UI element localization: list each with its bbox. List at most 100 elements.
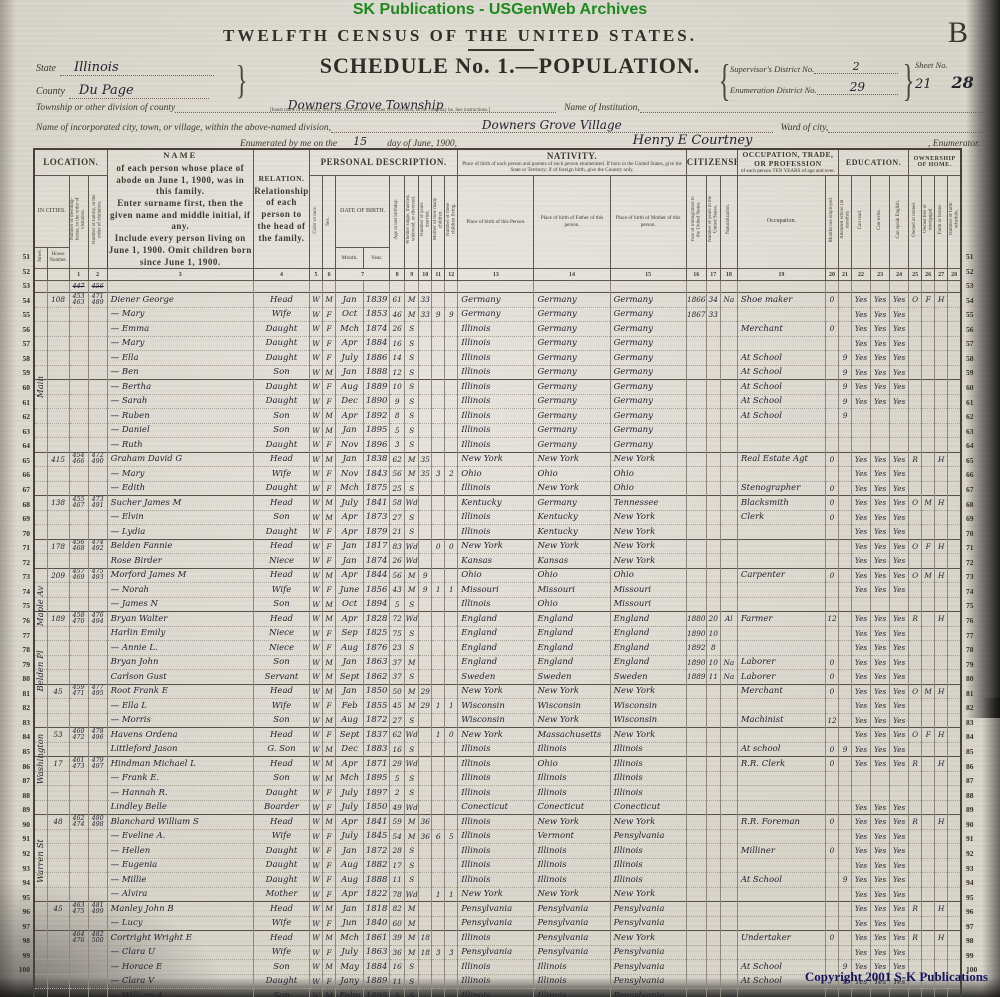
cell-unemp xyxy=(824,553,840,569)
header-pob-mother: Place of birth of Mother of this person. xyxy=(609,174,687,270)
cell-nat xyxy=(719,872,738,888)
cell-marital: S xyxy=(404,669,420,685)
cell-bmonth: July xyxy=(335,799,365,815)
cell-sex: M xyxy=(322,683,337,699)
cell-own xyxy=(908,872,923,888)
cell-street xyxy=(33,843,48,859)
census-row: 189 458 470 476 494 Bryan Walter Head W M Apr 18… xyxy=(33,611,962,627)
cell-imm xyxy=(685,785,707,801)
cell-marital: S xyxy=(404,741,420,757)
school-label: Attended school (in months). xyxy=(839,199,851,240)
cell-own xyxy=(908,785,923,801)
cell-read: Yes xyxy=(851,582,872,598)
cell-name: — Frank E. xyxy=(106,770,254,786)
row-number: 55 xyxy=(966,310,974,320)
cell-race: W xyxy=(309,350,324,366)
cell-yrsus xyxy=(705,393,721,409)
cell-bmonth: July xyxy=(335,944,365,960)
cell-read: Yes xyxy=(851,872,872,888)
cell-house: 178 xyxy=(46,538,70,554)
cell-mother xyxy=(431,393,446,409)
cell-marital: M xyxy=(404,814,420,830)
cell-mort xyxy=(921,553,936,569)
cell-mother xyxy=(431,669,446,685)
cell-occ xyxy=(736,422,827,438)
cell-mother xyxy=(431,321,446,337)
cell-house xyxy=(46,654,70,670)
cell-dwell: 454 466 xyxy=(68,451,89,467)
cell-name: — Eveline A. xyxy=(106,828,254,844)
cell-bmonth: Jan xyxy=(335,553,365,569)
cell-sched xyxy=(947,611,962,627)
naturalization-label: Naturalization. xyxy=(726,204,732,235)
cell-write: Yes xyxy=(870,712,891,728)
column-number-11: 11 xyxy=(431,268,446,282)
cell-sex: F xyxy=(322,857,337,873)
row-number: 83 xyxy=(22,717,31,727)
census-title: TWELFTH CENSUS OF THE UNITED STATES. xyxy=(223,26,697,45)
cell-living xyxy=(444,625,459,641)
cell-sched xyxy=(947,640,962,656)
cell-house xyxy=(46,886,70,902)
cell-house xyxy=(46,843,70,859)
cell-name: — Morris xyxy=(106,712,254,728)
cell-age: 37 xyxy=(389,654,406,670)
row-number: 70 xyxy=(966,528,974,538)
cell-street xyxy=(33,814,48,830)
cell-living xyxy=(444,640,459,656)
cell-read: Yes xyxy=(851,930,872,946)
cell-name xyxy=(106,280,254,293)
cell-mort xyxy=(921,596,936,612)
cell-pobf: Illinois xyxy=(533,973,611,989)
cell-sex: F xyxy=(322,799,337,815)
cell-mother xyxy=(431,799,446,815)
cell-living: 0 xyxy=(444,538,459,554)
cell-own xyxy=(908,640,923,656)
cell-mother: 3 xyxy=(431,466,446,482)
cell-name: Belden Fannie xyxy=(106,538,254,554)
cell-nat xyxy=(719,524,738,540)
cell-mother xyxy=(431,712,446,728)
cell-mort xyxy=(921,422,936,438)
cell-unemp xyxy=(824,901,840,917)
cell-marital: S xyxy=(404,364,420,380)
cell-house: 209 xyxy=(46,567,70,583)
cell-name: — Annie L. xyxy=(106,640,254,656)
cell-pob: Kansas xyxy=(457,553,535,569)
cell-imm xyxy=(685,857,707,873)
supervisor-value: 2 xyxy=(814,60,898,74)
cell-pobm: Germany xyxy=(609,292,687,308)
cell-street xyxy=(33,524,48,540)
cell-school xyxy=(838,756,853,772)
row-number: 80 xyxy=(22,674,31,684)
header-farm: Farm or house. xyxy=(934,174,949,270)
city-line: Name of incorporated city, town, or vill… xyxy=(36,114,986,133)
cell-mother: 1 xyxy=(431,727,446,743)
cell-street xyxy=(33,669,48,685)
cell-name: — Emma xyxy=(106,321,254,337)
cell-farm xyxy=(934,408,949,424)
cell-race: W xyxy=(309,379,324,395)
cell-age: 3 xyxy=(389,437,406,453)
cell-own xyxy=(908,466,923,482)
cell-mother xyxy=(431,364,446,380)
cell-english: Yes xyxy=(889,495,910,511)
cell-rel: Son xyxy=(252,959,311,975)
cell-marital: M xyxy=(404,930,420,946)
cell-house xyxy=(46,857,70,873)
cell-sex: F xyxy=(322,828,337,844)
supervisor-label: Supervisor's District No. xyxy=(730,64,815,74)
cell-living xyxy=(444,712,459,728)
cell-imm xyxy=(685,553,707,569)
cell-sched xyxy=(947,770,962,786)
cell-marital: Wd xyxy=(404,886,420,902)
cell-marital: S xyxy=(404,524,420,540)
cell-byear: 1856 xyxy=(363,582,391,598)
cell-street xyxy=(33,538,48,554)
cell-sex: F xyxy=(322,843,337,859)
cell-byear: 1895 xyxy=(363,770,391,786)
cell-pobm: Germany xyxy=(609,393,687,409)
cell-sex: F xyxy=(322,785,337,801)
cell-marital: Wd xyxy=(404,538,420,554)
cell-read: Yes xyxy=(851,669,872,685)
